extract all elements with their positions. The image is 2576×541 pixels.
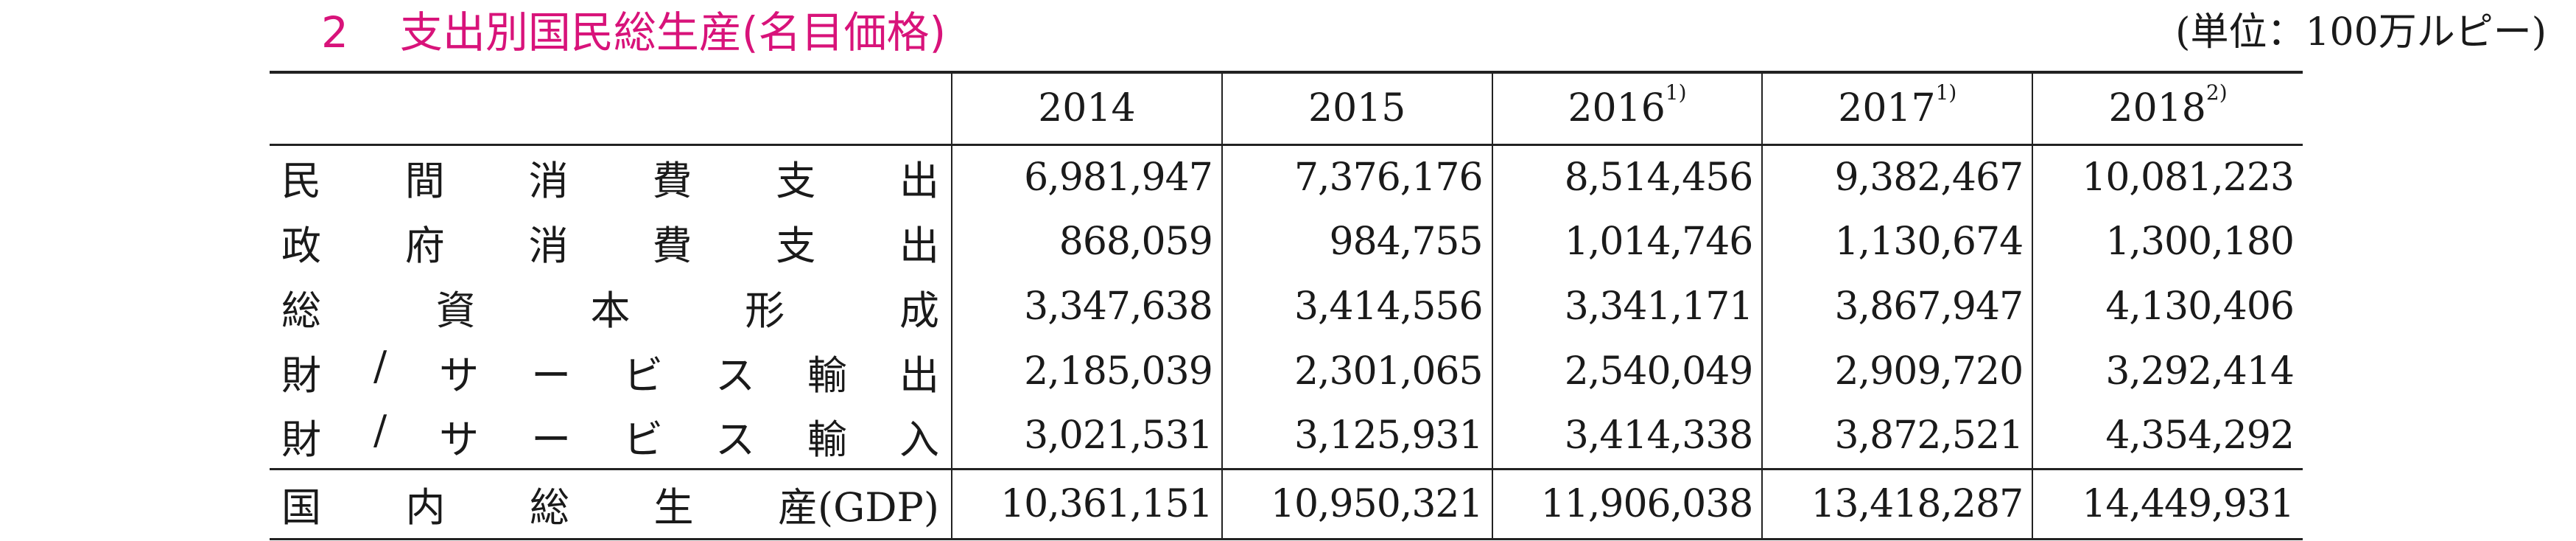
year-header: 20171) bbox=[1761, 71, 2033, 146]
table-cell: 3,414,338 bbox=[1491, 404, 1763, 469]
table-cell: 4,130,406 bbox=[2032, 274, 2303, 339]
table-cell: 3,414,556 bbox=[1221, 274, 1492, 339]
year-header: 2015 bbox=[1221, 71, 1492, 146]
unit-note: (単位：100万ルピー) bbox=[2175, 10, 2547, 55]
table-cell: 3,872,521 bbox=[1761, 404, 2033, 469]
gnp-expenditure-table: 2014 2015 20161) 20171) 20182) 民間消費支出 6,… bbox=[270, 71, 2303, 540]
gdp-row: 国内総生産(GDP) 10,361,151 10,950,321 11,906,… bbox=[270, 467, 2303, 540]
table-cell: 984,755 bbox=[1221, 209, 1492, 274]
row-label: 民間消費支出 bbox=[281, 158, 939, 205]
year-header: 2014 bbox=[951, 71, 1222, 146]
table-cell: 10,081,223 bbox=[2032, 144, 2303, 209]
table-cell: 2,185,039 bbox=[951, 339, 1222, 404]
row-label: 財 / サービス輸出 bbox=[281, 342, 939, 399]
table-cell: 1,130,674 bbox=[1761, 209, 2033, 274]
table-cell: 14,449,931 bbox=[2032, 467, 2303, 540]
header-row: 2014 2015 20161) 20171) 20182) bbox=[270, 71, 2303, 146]
table-cell: 10,950,321 bbox=[1221, 467, 1492, 540]
table-cell: 9,382,467 bbox=[1761, 144, 2033, 209]
table-cell: 3,021,531 bbox=[951, 404, 1222, 469]
table-title-text: 支出別国民総生産(名目価格) bbox=[399, 7, 947, 57]
table-cell: 6,981,947 bbox=[951, 144, 1222, 209]
row-label: 政府消費支出 bbox=[281, 222, 939, 269]
table-cell: 10,361,151 bbox=[951, 467, 1222, 540]
table-cell: 3,347,638 bbox=[951, 274, 1222, 339]
table-cell: 2,909,720 bbox=[1761, 339, 2033, 404]
table-row: 財 / サービス輸入 3,021,531 3,125,931 3,414,338 3… bbox=[270, 404, 2303, 469]
row-label: 国内総生産(GDP) bbox=[270, 467, 952, 540]
table-cell: 11,906,038 bbox=[1491, 467, 1763, 540]
table-row: 総資本形成 3,347,638 3,414,556 3,341,171 3,86… bbox=[270, 274, 2303, 339]
table-cell: 4,354,292 bbox=[2032, 404, 2303, 469]
table-number: 2 bbox=[321, 7, 348, 57]
row-label: 総資本形成 bbox=[281, 287, 939, 334]
row-label: 財 / サービス輸入 bbox=[281, 406, 939, 463]
table-cell: 3,341,171 bbox=[1491, 274, 1763, 339]
table-row: 政府消費支出 868,059 984,755 1,014,746 1,130,6… bbox=[270, 209, 2303, 274]
table-row: 民間消費支出 6,981,947 7,376,176 8,514,456 9,3… bbox=[270, 144, 2303, 209]
table-cell: 3,292,414 bbox=[2032, 339, 2303, 404]
year-header: 20161) bbox=[1491, 71, 1763, 146]
table-cell: 1,014,746 bbox=[1491, 209, 1763, 274]
table-row: 財 / サービス輸出 2,185,039 2,301,065 2,540,049 2… bbox=[270, 339, 2303, 404]
header-corner bbox=[270, 71, 952, 146]
table-cell: 8,514,456 bbox=[1491, 144, 1763, 209]
table-cell: 7,376,176 bbox=[1221, 144, 1492, 209]
table-title: 2 支出別国民総生産(名目価格) bbox=[321, 3, 946, 62]
table-cell: 13,418,287 bbox=[1761, 467, 2033, 540]
table-cell: 2,301,065 bbox=[1221, 339, 1492, 404]
table-cell: 2,540,049 bbox=[1491, 339, 1763, 404]
table-cell: 3,125,931 bbox=[1221, 404, 1492, 469]
table-cell: 868,059 bbox=[951, 209, 1222, 274]
table-cell: 1,300,180 bbox=[2032, 209, 2303, 274]
table-cell: 3,867,947 bbox=[1761, 274, 2033, 339]
year-header: 20182) bbox=[2032, 71, 2303, 146]
